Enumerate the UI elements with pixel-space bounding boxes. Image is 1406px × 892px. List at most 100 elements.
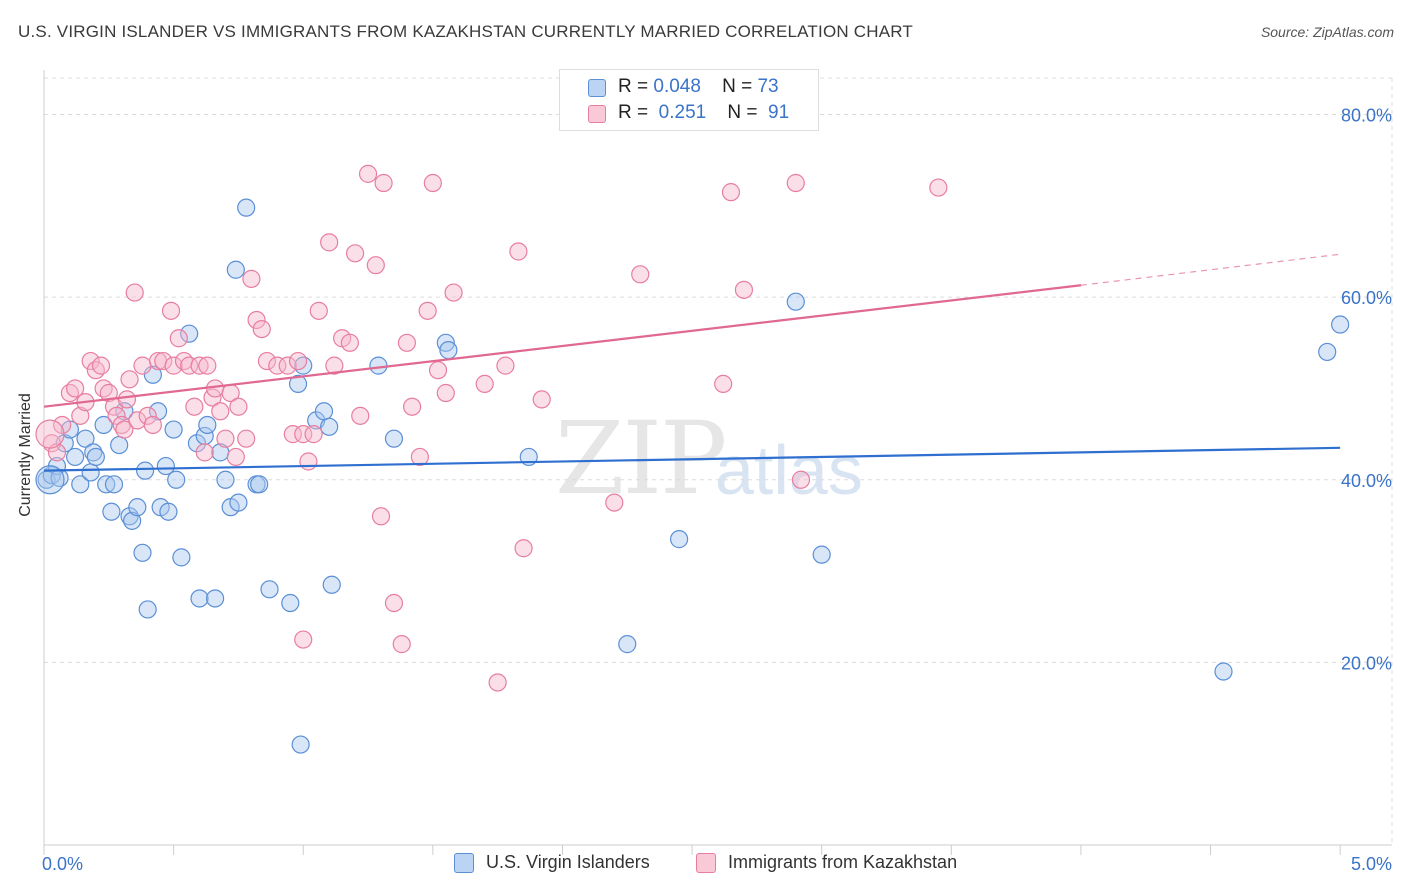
data-point (81, 351, 100, 371)
trend-line (43, 284, 1082, 408)
data-point (475, 374, 494, 393)
data-point (117, 390, 137, 409)
data-point (397, 333, 417, 352)
data-point (371, 507, 391, 526)
data-point (322, 575, 341, 594)
chart-title: U.S. VIRGIN ISLANDER VS IMMIGRANTS FROM … (18, 22, 914, 41)
data-point (97, 475, 116, 494)
data-point (94, 415, 113, 435)
data-point (812, 545, 831, 564)
data-point (242, 269, 261, 288)
data-point (216, 429, 235, 448)
y-tick-label: 40.0% (1341, 471, 1392, 491)
data-point (211, 402, 230, 421)
blue-legend-swatch (454, 853, 474, 873)
pink-legend-label: Immigrants from Kazakhstan (728, 852, 958, 872)
n-value-pink: 91 (768, 102, 790, 123)
data-point (86, 447, 105, 467)
data-point (71, 475, 90, 494)
data-point (164, 420, 183, 439)
data-point (786, 292, 805, 311)
y-tick-label: 60.0% (1341, 288, 1392, 308)
source-label: Source: ZipAtlas.com (1260, 24, 1394, 40)
data-point (154, 351, 173, 371)
data-point (496, 356, 515, 375)
data-point (299, 452, 318, 471)
data-point (509, 242, 528, 261)
data-point (71, 406, 90, 425)
data-point (110, 435, 129, 455)
data-point (66, 379, 85, 398)
data-point-large (35, 465, 65, 495)
data-point (374, 173, 393, 193)
pink-legend-swatch (696, 853, 716, 873)
r-label-blue: R = (618, 76, 649, 97)
data-point (358, 164, 378, 183)
data-point (384, 429, 404, 448)
data-point (205, 589, 225, 608)
data-point (216, 470, 235, 489)
data-point (167, 470, 186, 489)
data-point (229, 493, 248, 512)
data-point (304, 425, 323, 444)
data-point (488, 673, 507, 692)
data-point (325, 356, 344, 375)
data-point (226, 260, 245, 279)
data-point (428, 361, 448, 380)
data-point (439, 341, 458, 360)
y-axis-label: Currently Married (17, 393, 34, 517)
data-point (345, 244, 365, 263)
x-tick-label: 5.0% (1351, 854, 1392, 874)
r-label-pink: R = (618, 102, 649, 123)
data-point (351, 406, 370, 425)
data-point (294, 630, 313, 649)
y-tick-label: 80.0% (1341, 106, 1392, 126)
data-point (309, 301, 328, 320)
data-point (1331, 315, 1350, 334)
data-point (618, 635, 637, 654)
data-point (133, 356, 152, 375)
data-point (340, 333, 359, 352)
data-point (164, 356, 183, 375)
data-point (120, 370, 139, 389)
data-point (123, 511, 142, 530)
r-value-blue: 0.048 (653, 76, 701, 97)
n-label-blue: N = (722, 76, 753, 97)
watermark-atlas: atlas (715, 431, 863, 509)
data-point (138, 406, 157, 425)
data-point (148, 402, 168, 421)
data-point (198, 356, 217, 375)
data-point (392, 635, 411, 654)
data-point (159, 502, 178, 521)
data-point (136, 461, 155, 480)
data-point (403, 397, 422, 416)
data-point (260, 580, 279, 599)
data-point (99, 383, 118, 403)
data-point (444, 283, 463, 302)
data-point (81, 463, 100, 482)
data-point (172, 548, 191, 567)
data-point (786, 173, 805, 193)
data-point (125, 283, 144, 302)
data-point (410, 447, 429, 467)
data-point (294, 425, 313, 444)
data-point (115, 420, 134, 439)
data-point-large (35, 419, 65, 449)
data-point (384, 593, 404, 613)
x-tick-label: 0.0% (42, 854, 83, 874)
correlation-legend: R = 0.048 N = 73 R = 0.251 N = 91 (559, 69, 819, 131)
data-point (143, 365, 162, 384)
data-point (247, 310, 266, 330)
data-point (229, 397, 248, 416)
data-point (418, 301, 437, 320)
data-point (133, 543, 152, 562)
data-point (187, 434, 207, 453)
data-point (605, 493, 624, 512)
data-point (532, 390, 551, 409)
data-point (104, 475, 124, 494)
data-point (283, 425, 302, 444)
data-point (734, 280, 754, 299)
data-point (250, 475, 269, 494)
data-point (66, 447, 85, 467)
n-value-blue: 73 (757, 76, 779, 97)
